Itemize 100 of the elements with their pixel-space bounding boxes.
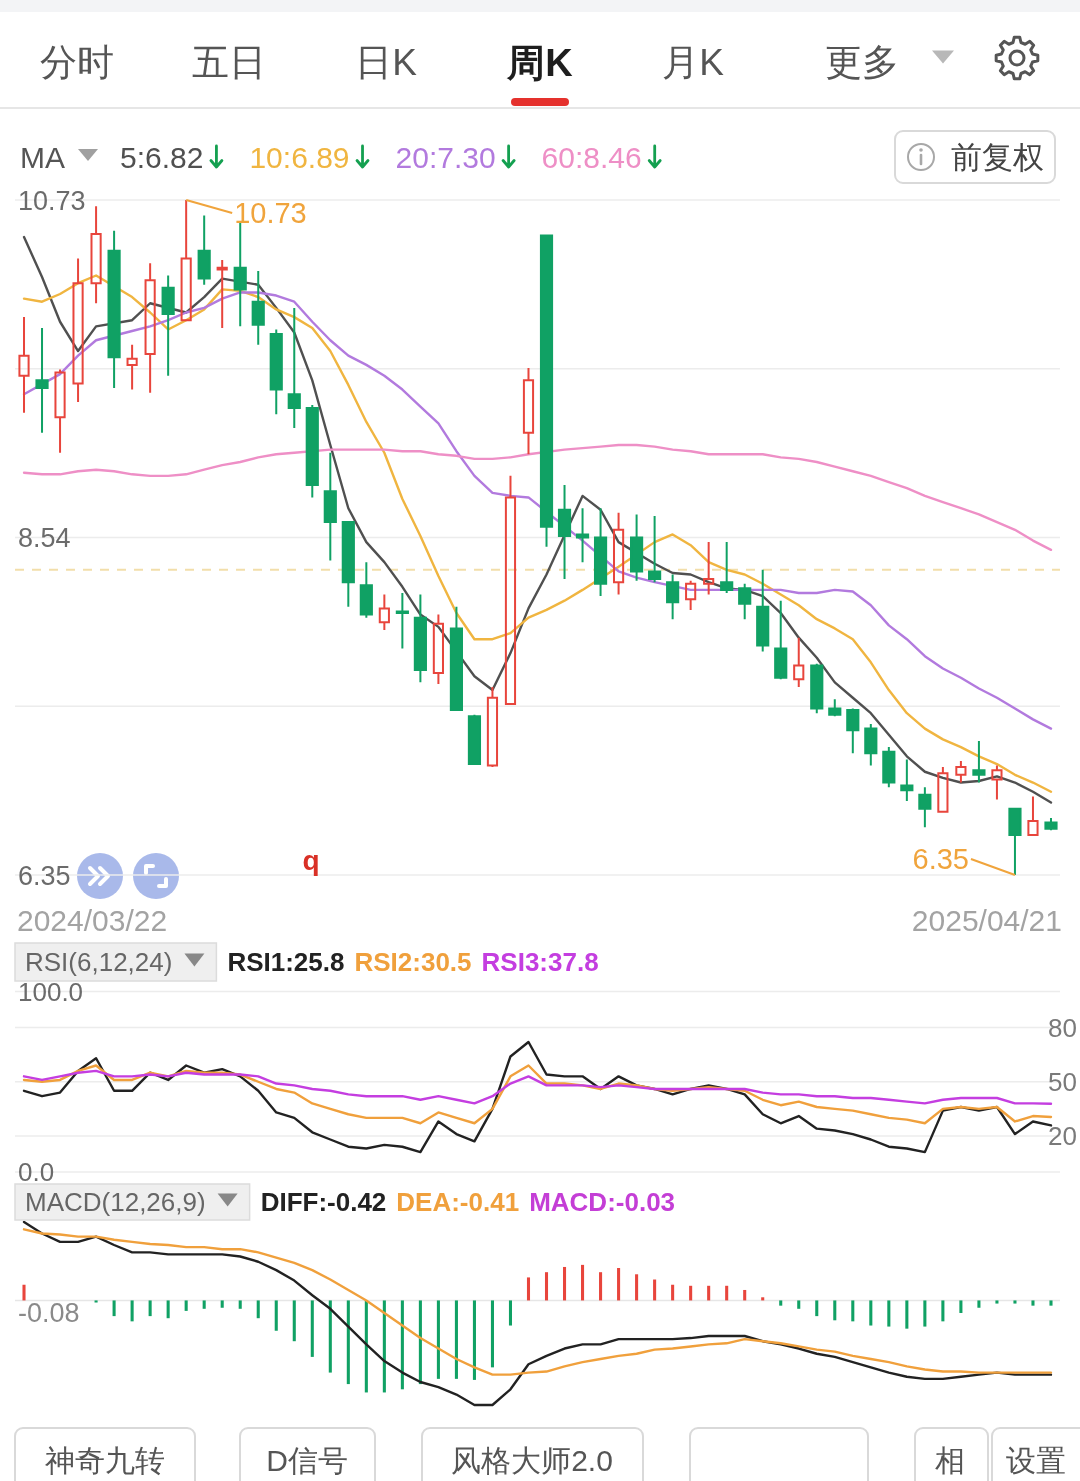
bar: [436, 1300, 440, 1379]
candlestick: [612, 511, 625, 596]
bar: [797, 1300, 801, 1309]
candlestick: [720, 541, 734, 594]
bar: [112, 1300, 116, 1317]
text: 周K: [506, 41, 574, 84]
bar: [94, 1300, 98, 1303]
text: 2025/04/21: [911, 903, 1062, 937]
candlestick: [486, 685, 499, 769]
bar: [22, 1284, 26, 1301]
candlestick: [703, 541, 715, 596]
candlestick: [305, 403, 319, 499]
candlestick: [251, 269, 265, 346]
bar: [959, 1300, 963, 1313]
annotation: 10.73: [234, 197, 307, 230]
candlestick: [144, 262, 156, 394]
bar: [562, 1266, 567, 1301]
bar: [526, 1277, 531, 1301]
bar: [779, 1300, 783, 1306]
bar: [220, 1300, 224, 1308]
text: 设置: [1006, 1443, 1066, 1477]
bar: [310, 1300, 314, 1357]
candlestick: [1008, 807, 1022, 876]
candlestick: [539, 234, 554, 548]
bar: [130, 1300, 134, 1322]
candlestick: [522, 366, 535, 456]
bar: [1031, 1300, 1035, 1306]
candlestick: [810, 662, 824, 715]
y2-tick-label: 20: [1048, 1121, 1077, 1152]
y-tick-label: 10.73: [18, 185, 86, 216]
bar: [238, 1300, 242, 1309]
annotation: 6.35: [912, 843, 969, 876]
bar: [887, 1300, 891, 1327]
bar: [166, 1300, 170, 1319]
candlestick: [991, 764, 1003, 801]
legend-title: RSI(6,12,24): [25, 947, 173, 978]
text: 神奇九转: [45, 1443, 165, 1477]
bar: [617, 1268, 621, 1301]
candlestick: [197, 214, 211, 286]
bar: [544, 1272, 549, 1301]
bar: [382, 1300, 386, 1393]
bar: [995, 1300, 999, 1304]
candlestick: [90, 205, 102, 305]
bar: [346, 1300, 350, 1385]
bar: [851, 1300, 855, 1322]
text: 60:8.46: [541, 140, 642, 174]
bar: [418, 1300, 422, 1385]
candlestick: [774, 599, 788, 681]
candlestick: [900, 758, 914, 803]
bar: [454, 1300, 458, 1379]
bar: [1049, 1300, 1053, 1306]
bar: [815, 1300, 819, 1317]
candlestick: [449, 605, 464, 712]
bar: [833, 1300, 837, 1321]
bar: [653, 1279, 657, 1301]
bar: [941, 1300, 945, 1322]
candlestick: [72, 257, 84, 403]
candlestick: [972, 739, 986, 784]
candlestick: [54, 368, 66, 454]
candlestick: [630, 513, 644, 582]
candlestick: [467, 713, 482, 766]
candlestick: [504, 474, 517, 705]
text: 月K: [662, 42, 725, 84]
candlestick: [666, 573, 680, 621]
bar: [689, 1285, 693, 1301]
candlestick: [413, 593, 427, 684]
bar: [635, 1274, 639, 1301]
bar: [977, 1300, 981, 1308]
annotation: -0.08: [18, 1297, 80, 1328]
candlestick: [846, 707, 860, 755]
candlestick: [378, 593, 390, 631]
candlestick: [685, 579, 697, 611]
candlestick: [341, 521, 355, 608]
candlestick: [738, 582, 752, 621]
text: RSI3:37.8: [481, 947, 599, 978]
legend-title: MACD(12,26,9): [25, 1187, 206, 1218]
bar: [148, 1300, 152, 1317]
candlestick: [918, 786, 932, 829]
bar: [671, 1284, 675, 1301]
text: 5:6.82: [120, 140, 204, 174]
candlestick: [161, 274, 175, 377]
bar: [725, 1285, 729, 1301]
candlestick: [180, 199, 192, 322]
candlestick: [882, 746, 896, 789]
bar: [184, 1300, 188, 1311]
text: 10:6.89: [249, 140, 350, 174]
bar: [923, 1300, 927, 1327]
bar: [364, 1300, 368, 1393]
candlestick: [864, 722, 878, 767]
text: RSI1:25.8: [227, 947, 345, 978]
text: D信号: [266, 1443, 348, 1477]
candlestick: [395, 591, 409, 650]
bar: [292, 1300, 296, 1342]
bar: [1013, 1300, 1017, 1304]
y-tick-label: 6.35: [18, 860, 71, 891]
bar: [707, 1285, 711, 1301]
candlestick: [648, 514, 662, 584]
annotation: q: [302, 845, 320, 877]
candlestick: [937, 766, 949, 813]
bar: [256, 1300, 260, 1319]
